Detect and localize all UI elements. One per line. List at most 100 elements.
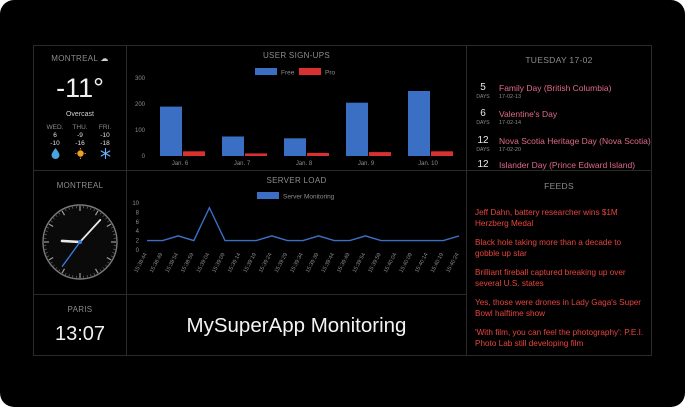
legend-label: Pro [325,70,336,77]
clock-tick [50,220,53,223]
y-tick-label: 8 [136,210,140,216]
x-tick-label: 15:39:29 [274,252,289,274]
holiday-date: 17-02-14 [499,120,522,126]
clock-tick [65,272,67,275]
feeds-title: FEEDS [544,181,574,191]
x-tick-label: 15:40:09 [399,252,414,274]
x-tick-label: Jan. 10 [418,161,438,167]
forecast-high: -9 [77,132,83,139]
x-tick-label: 15:39:44 [321,252,336,274]
feed-item[interactable]: 'With film, you can feel the photography… [475,328,644,348]
x-tick-label: 15:39:34 [289,252,304,274]
x-tick-label: 15:38:44 [133,252,148,274]
forecast-day-label: FRI. [98,124,112,131]
y-tick-label: 300 [135,76,146,82]
clock-tick [93,209,95,212]
minute-hand [79,219,102,243]
app-title-panel: MySuperApp Monitoring [126,294,467,356]
load-line [147,206,460,242]
x-tick-label: Jan. 6 [172,161,189,167]
holiday-date: 17-02-13 [499,94,522,100]
signups-chart: 0 100 200 300 Jan. 6 Jan. 7 Jan. 8 Jan. 9 Jan. 1… [135,68,453,167]
bar-pro [431,151,453,156]
bar-pro [307,152,329,156]
holiday-name: Family Day (British Columbia) [499,83,612,93]
clock-tick [112,252,115,254]
holiday-item: 12 Islander Day (Prince Edward Island) [475,160,647,182]
x-tick-label: 15:39:19 [243,252,258,274]
y-tick-label: 4 [136,229,140,235]
clock-tick [65,209,67,212]
forecast-day: THU. -9 -16 [69,124,91,162]
forecast-high: -10 [100,132,110,139]
feed-item[interactable]: Jeff Dahn, battery researcher wins $1M H… [475,208,618,228]
server-load-panel: SERVER LOAD 0 2 4 6 8 10 15:38:44 15:38:49 15:38… [126,170,467,295]
clock-tick [50,261,53,264]
clock-tick [68,207,70,210]
clock-tick [102,267,105,269]
clock-tick [61,210,66,216]
clock-tick [106,223,112,228]
y-tick-label: 0 [136,248,140,254]
feed-item[interactable]: Black hole taking more than a decade to … [475,238,622,258]
bar-free [346,102,368,156]
bar-pro [369,152,391,156]
x-tick-label: 15:40:14 [414,252,429,274]
paris-city: PARIS [67,305,93,314]
server-load-title: SERVER LOAD [266,176,327,185]
hour-hand [60,239,82,244]
clock-tick [110,227,113,229]
legend-swatch [299,68,321,75]
x-tick-label: 15:38:49 [149,252,164,274]
clock-tick [47,255,50,257]
feeds-panel: FEEDS Jeff Dahn, battery researcher wins… [466,170,652,356]
bar-free [284,138,306,156]
holiday-days-count: 5 [480,82,486,93]
clock-tick [45,230,48,232]
x-tick-label: 15:39:39 [305,252,320,274]
x-tick-label: 15:39:09 [211,252,226,274]
forecast-day: WED. 6 -10 [44,124,66,162]
clock-tick [94,210,99,216]
weather-header: MONTREAL ☁ [34,54,126,63]
paris-time: 13:07 [54,323,106,345]
x-tick-label: 15:40:19 [430,252,445,274]
weather-condition: Overcast [65,111,94,118]
forecast-row: WED. 6 -10 THU. -9 -16 FRI. -10 -18 [44,124,116,162]
forecast-day-label: THU. [72,124,88,131]
feed-item[interactable]: Yes, those were drones in Lady Gaga's Su… [475,298,642,318]
clock-panel: MONTREAL [33,170,127,295]
holiday-item: 5 DAYS Family Day (British Columbia) 17-… [475,83,647,105]
legend-swatch [257,192,279,199]
cloud-icon: ☁ [100,54,109,63]
x-tick-label: Jan. 9 [358,161,375,167]
clock-tick [53,217,55,220]
sun-icon [74,148,86,159]
clock-tick [102,215,105,217]
holiday-item: 12 DAYS Nova Scotia Heritage Day (Nova S… [475,136,650,158]
clock-tick [48,256,54,261]
holiday-days-count: 6 [480,108,486,119]
clock-tick [55,215,58,217]
clock-tick [99,269,102,272]
bar-free [222,136,244,156]
y-tick-label: 200 [135,102,146,108]
snowflake-icon [100,147,110,160]
y-tick-label: 10 [132,201,139,207]
clock-tick [94,268,99,274]
holiday-date: 17-02-20 [499,147,522,153]
paris-clock-panel: PARIS 13:07 [33,294,127,356]
clock-tick [58,269,61,272]
x-tick-label: 15:39:04 [196,252,211,274]
holiday-days-unit: DAYS [476,147,490,153]
x-tick-label: Jan. 7 [234,161,251,167]
forecast-day-label: WED. [46,124,64,131]
clock-tick [68,274,70,277]
y-tick-label: 0 [142,154,146,160]
forecast-low: -10 [50,140,60,147]
drop-icon [51,148,59,159]
feed-item[interactable]: Brilliant fireball captured breaking up … [475,268,626,288]
clock-tick [53,264,55,267]
